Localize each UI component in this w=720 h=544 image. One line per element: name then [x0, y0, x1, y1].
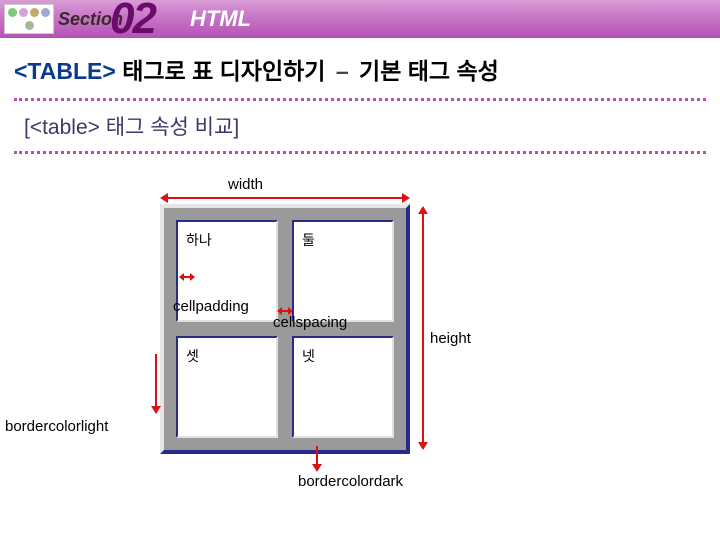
cellpadding-label: cellpadding [173, 298, 249, 315]
page-title: <TABLE> 태그로 표 디자인하기 – 기본 태그 속성 [14, 52, 720, 86]
width-label: width [228, 176, 263, 193]
table-diagram: width height 하나 둘 셋 넷 cellpadding cellsp… [0, 164, 720, 544]
cell-2: 둘 [292, 220, 394, 322]
title-suffix: 기본 태그 속성 [353, 58, 499, 84]
topic-label: HTML [190, 6, 251, 32]
cellpadding-arrow [180, 276, 194, 278]
title-dash: – [336, 58, 349, 84]
section-number: 02 [110, 0, 155, 44]
subtitle-block: [<table> 태그 속성 비교] [14, 98, 706, 154]
height-label: height [430, 330, 471, 347]
cellspacing-label: cellspacing [273, 314, 347, 331]
logo-icon [4, 4, 54, 34]
cell-3: 셋 [176, 336, 278, 438]
header-band: Section 02 HTML [0, 0, 720, 38]
width-arrow [162, 197, 408, 199]
cellspacing-arrow [278, 310, 292, 312]
title-rest: 태그로 표 디자인하기 [116, 58, 332, 84]
height-arrow [422, 208, 424, 448]
bordercolordark-arrow [316, 446, 318, 470]
cell-4: 넷 [292, 336, 394, 438]
subtitle: [<table> 태그 속성 비교] [24, 111, 706, 141]
bordercolorlight-label: bordercolorlight [5, 418, 108, 435]
title-tag: <TABLE> [14, 58, 116, 84]
bordercolordark-label: bordercolordark [298, 473, 403, 490]
bordercolorlight-arrow [155, 354, 157, 412]
